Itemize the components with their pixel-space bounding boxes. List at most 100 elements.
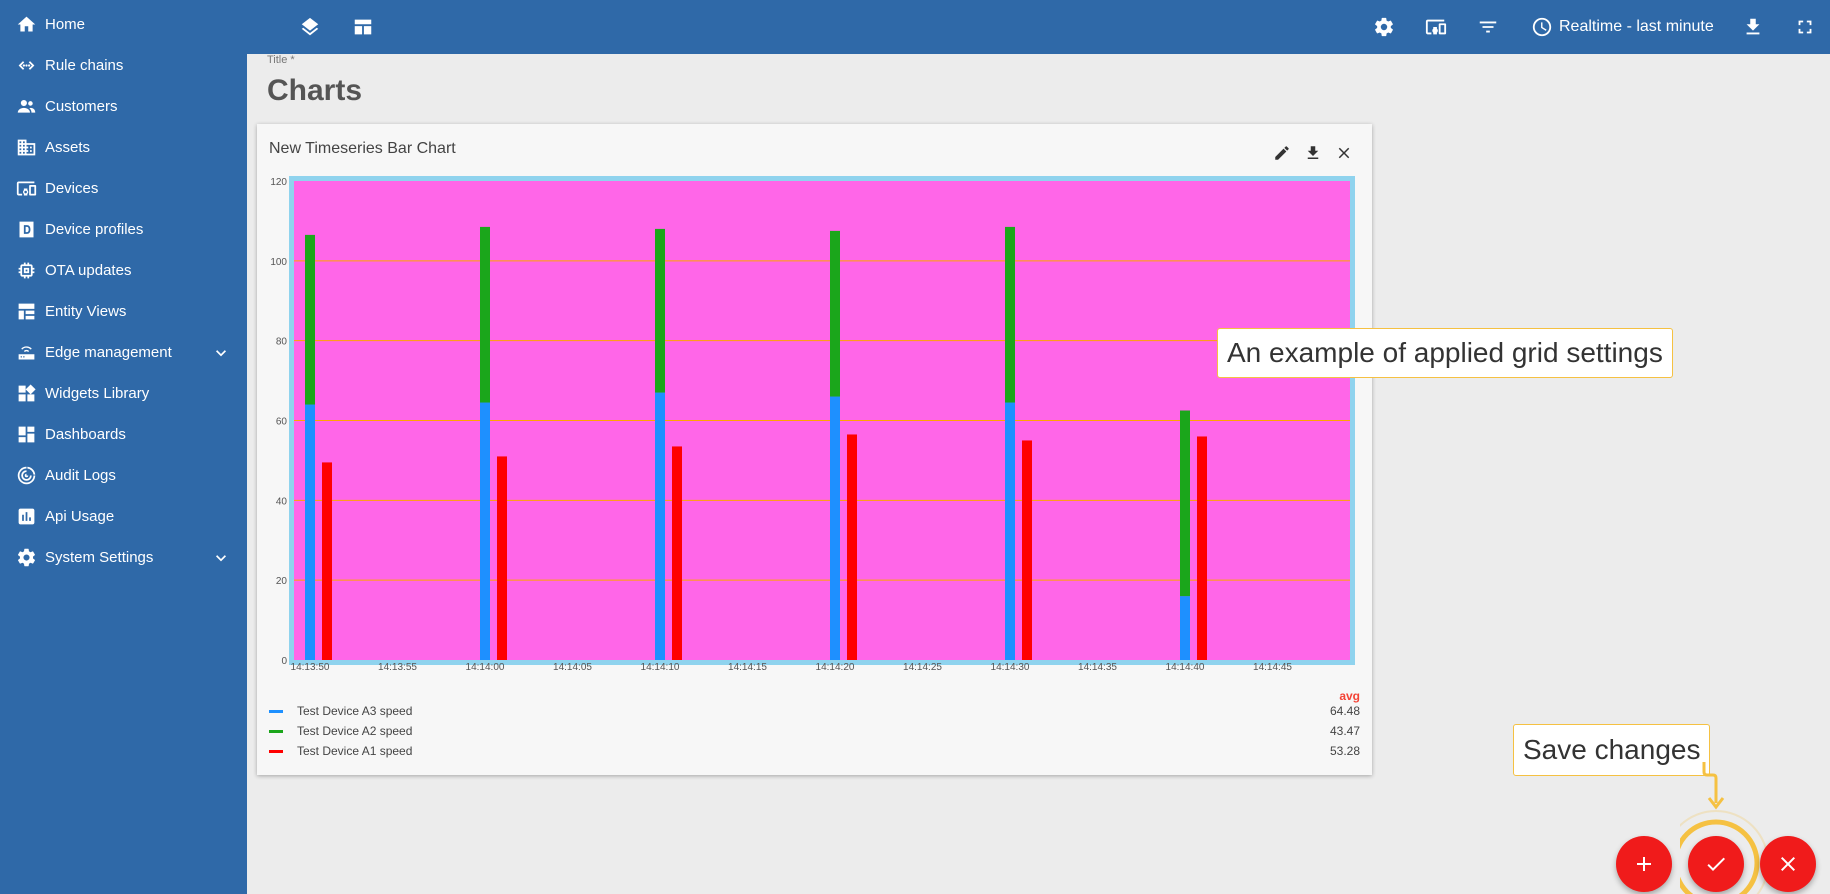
grid-settings-callout: An example of applied grid settings bbox=[1217, 328, 1673, 378]
filter-button[interactable] bbox=[1476, 15, 1500, 39]
sidebar-item-label: Widgets Library bbox=[45, 385, 150, 402]
widget-title: New Timeseries Bar Chart bbox=[269, 140, 456, 157]
settings-icon bbox=[14, 546, 38, 570]
sidebar-item-label: Api Usage bbox=[45, 508, 115, 525]
sidebar-item-assets[interactable]: Assets bbox=[0, 127, 247, 168]
callout-arrow-line bbox=[1702, 762, 1718, 803]
pencil-icon bbox=[1275, 146, 1289, 160]
x-tick-label: 14:14:15 bbox=[728, 662, 767, 673]
layers-icon bbox=[301, 17, 319, 36]
x-tick-label: 14:13:55 bbox=[378, 662, 417, 673]
sidebar-item-devices[interactable]: Devices bbox=[0, 168, 247, 209]
x-tick-label: 14:14:25 bbox=[903, 662, 942, 673]
fullscreen-icon bbox=[1798, 20, 1812, 34]
layers-button[interactable] bbox=[298, 15, 322, 39]
audit-logs-icon bbox=[14, 464, 38, 488]
sidebar-item-api-usage[interactable]: Api Usage bbox=[0, 496, 247, 537]
stacked-bar-segment bbox=[655, 392, 665, 660]
legend-avg-value: 64.48 bbox=[1329, 704, 1360, 718]
top-toolbar: Realtime - last minute bbox=[247, 0, 1830, 54]
sidebar-item-label: Devices bbox=[45, 180, 99, 197]
y-tick-label: 120 bbox=[270, 177, 287, 188]
x-tick-label: 14:14:30 bbox=[991, 662, 1030, 673]
stacked-bar-segment bbox=[305, 234, 315, 405]
sidebar-item-customers[interactable]: Customers bbox=[0, 86, 247, 127]
plus-icon bbox=[1637, 857, 1651, 871]
legend-swatch bbox=[269, 729, 283, 733]
side-bar bbox=[322, 462, 332, 660]
home-icon bbox=[14, 13, 38, 37]
stacked-bar-segment bbox=[1005, 402, 1015, 660]
save-changes-callout: Save changes bbox=[1513, 724, 1711, 776]
callout-arrow-head bbox=[1707, 797, 1725, 810]
stacked-bar-segment bbox=[830, 396, 840, 660]
chevron-down-icon[interactable] bbox=[211, 548, 231, 568]
stacked-bar-segment bbox=[1005, 226, 1015, 403]
stacked-bar-segment bbox=[1180, 596, 1190, 660]
sidebar-item-entity-views[interactable]: Entity Views bbox=[0, 291, 247, 332]
y-tick-label: 20 bbox=[276, 576, 288, 587]
sidebar-item-label: Device profiles bbox=[45, 221, 144, 238]
side-bar bbox=[1197, 436, 1207, 660]
remove-widget-button[interactable] bbox=[1335, 144, 1355, 164]
y-tick-label: 60 bbox=[276, 417, 288, 428]
layout-icon bbox=[354, 19, 372, 35]
customers-icon bbox=[14, 95, 38, 119]
legend-row[interactable]: Test Device A2 speed 43.47 bbox=[267, 721, 1360, 741]
download-icon bbox=[1746, 18, 1760, 35]
y-tick-label: 40 bbox=[276, 496, 288, 507]
rule-chains-icon bbox=[14, 54, 38, 78]
download-button[interactable] bbox=[1741, 15, 1765, 39]
x-tick-label: 14:14:10 bbox=[641, 662, 680, 673]
stacked-bar-segment bbox=[480, 402, 490, 660]
add-widget-button[interactable] bbox=[1616, 836, 1672, 892]
settings-button[interactable] bbox=[1372, 15, 1396, 39]
stacked-bar-segment bbox=[305, 404, 315, 660]
sidebar-item-audit-logs[interactable]: Audit Logs bbox=[0, 455, 247, 496]
dashboards-icon bbox=[14, 423, 38, 447]
edit-widget-button[interactable] bbox=[1273, 144, 1293, 164]
sidebar-item-label: Assets bbox=[45, 139, 91, 156]
y-tick-label: 0 bbox=[281, 656, 287, 667]
stacked-bar-segment bbox=[480, 226, 490, 403]
cancel-changes-button[interactable] bbox=[1760, 836, 1816, 892]
timeseries-bar-chart-widget[interactable]: New Timeseries Bar Chart 0 20 40 60 80 100 120… bbox=[257, 124, 1372, 775]
chevron-down-icon[interactable] bbox=[211, 343, 231, 363]
legend-row[interactable]: Test Device A3 speed 64.48 bbox=[267, 701, 1360, 721]
layout-button[interactable] bbox=[351, 15, 375, 39]
stacked-bar-segment bbox=[655, 228, 665, 393]
devices-layout-button[interactable] bbox=[1424, 15, 1448, 39]
save-changes-button[interactable] bbox=[1688, 836, 1744, 892]
stacked-bar-segment bbox=[830, 230, 840, 397]
side-bar bbox=[1022, 440, 1032, 660]
legend-row[interactable]: Test Device A1 speed 53.28 bbox=[267, 741, 1360, 761]
dashboard-title-input[interactable]: Charts bbox=[267, 74, 363, 107]
device-profiles-icon bbox=[14, 218, 38, 242]
legend-series-name: Test Device A3 speed bbox=[297, 704, 413, 718]
sidebar-item-ota-updates[interactable]: OTA updates bbox=[0, 250, 247, 291]
sidebar-item-label: Customers bbox=[45, 98, 118, 115]
sidebar-item-home[interactable]: Home bbox=[0, 4, 247, 45]
legend-series-name: Test Device A1 speed bbox=[297, 744, 413, 758]
stacked-bar-segment bbox=[1180, 410, 1190, 597]
timewindow-label: Realtime - last minute bbox=[1559, 18, 1714, 35]
sidebar-item-widgets-library[interactable]: Widgets Library bbox=[0, 373, 247, 414]
legend-swatch bbox=[269, 749, 283, 753]
sidebar-item-label: System Settings bbox=[45, 549, 154, 566]
timewindow-button[interactable]: Realtime - last minute bbox=[1531, 14, 1714, 40]
bar-chart: 0 20 40 60 80 100 120 14:13:50 14:13:55 14:14:00 1… bbox=[270, 176, 1355, 673]
fullscreen-button[interactable] bbox=[1793, 15, 1817, 39]
side-bar bbox=[847, 434, 857, 660]
sidebar-item-dashboards[interactable]: Dashboards bbox=[0, 414, 247, 455]
sidebar-item-edge-management[interactable]: Edge management bbox=[0, 332, 247, 373]
y-tick-label: 80 bbox=[276, 337, 288, 348]
sidebar-item-label: Audit Logs bbox=[45, 467, 116, 484]
sidebar-item-rule-chains[interactable]: Rule chains bbox=[0, 45, 247, 86]
sidebar-item-label: Home bbox=[45, 16, 86, 33]
sidebar-item-system-settings[interactable]: System Settings bbox=[0, 537, 247, 578]
download-icon bbox=[1307, 146, 1319, 159]
export-widget-button[interactable] bbox=[1304, 144, 1324, 164]
sidebar-item-device-profiles[interactable]: Device profiles bbox=[0, 209, 247, 250]
devices-icon bbox=[1425, 19, 1447, 35]
check-icon bbox=[1707, 857, 1725, 871]
